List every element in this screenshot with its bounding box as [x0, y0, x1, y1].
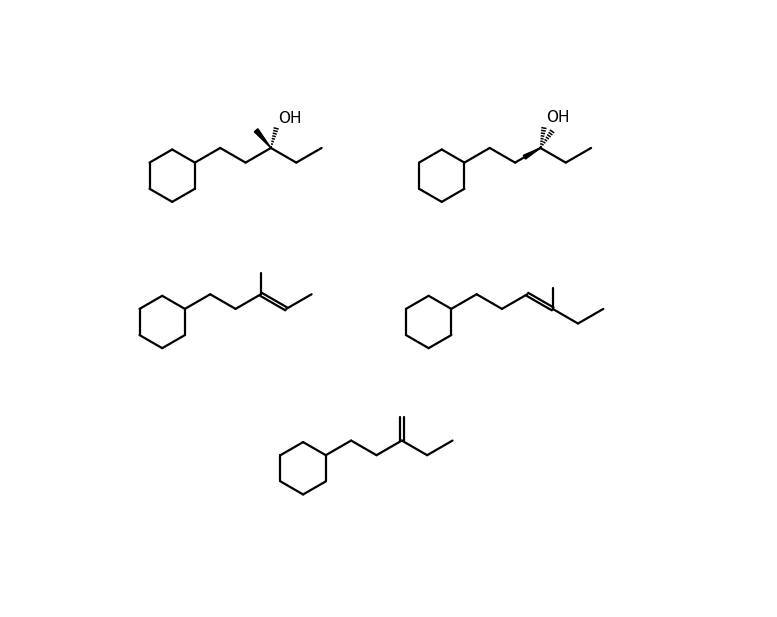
- Polygon shape: [524, 148, 541, 159]
- Polygon shape: [254, 129, 271, 148]
- Text: OH: OH: [545, 110, 570, 125]
- Text: OH: OH: [278, 110, 301, 126]
